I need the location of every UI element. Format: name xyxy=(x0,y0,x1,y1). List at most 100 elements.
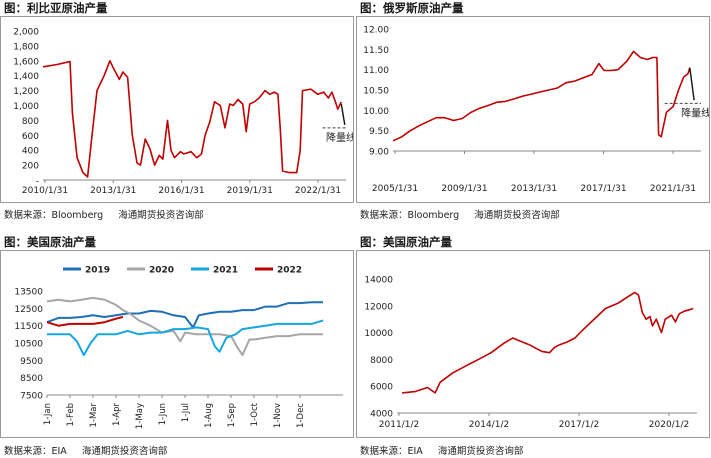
panel-libya: 图：利比亚原油产量 - 200 400 600 800 1,000 1,200 1,400 1,… xyxy=(0,0,354,229)
series-line-2020 xyxy=(46,296,323,357)
y-tick-label: 8000 xyxy=(370,356,393,366)
chart-frame: - 200 400 600 800 1,000 1,200 1,400 1,600 1,800 2,… xyxy=(0,16,354,203)
x-tick-label: 2009/1/31 xyxy=(441,184,487,194)
x-tick-label: 2011/1/2 xyxy=(379,420,419,430)
x-tick-label: 1-Jul xyxy=(181,403,191,422)
series-line-2022 xyxy=(46,316,124,327)
panel-us-seasonal: 图：美国原油产量 7500 8500 9500 10500 11500 12500 1350… xyxy=(0,234,354,458)
x-tick-label: 2017/1/31 xyxy=(580,184,626,194)
source-label: 数据来源：EIA xyxy=(360,446,423,457)
series-line-2021 xyxy=(47,319,324,357)
chart-frame: 4000 6000 8000 10000 12000 14000 2011/1/2 2014/… xyxy=(356,250,710,438)
legend-label: 2020 xyxy=(149,266,174,276)
x-tick-label: 2014/1/2 xyxy=(469,420,509,430)
y-tick-label: 8500 xyxy=(20,374,43,384)
x-tick-label: 2016/1/31 xyxy=(158,186,204,196)
y-tick-label: 400 xyxy=(22,147,39,157)
y-tick-label: 4000 xyxy=(370,410,393,420)
source-note: 数据来源：EIA 海通期货投资咨询部 xyxy=(4,443,179,457)
reference-label: 降量线 xyxy=(681,106,709,119)
y-tick-label: 9.00 xyxy=(369,148,389,158)
libya-production-chart: - 200 400 600 800 1,000 1,200 1,400 1,600 1,800 2,… xyxy=(13,28,353,197)
chart-frame: 9.00 9.50 10.00 10.50 11.00 11.50 12.00 2005/1/… xyxy=(356,16,710,203)
x-tick-label: 1-Oct xyxy=(250,402,260,426)
chart-title: 图：美国原油产量 xyxy=(360,235,452,249)
chart-title: 图：利比亚原油产量 xyxy=(4,1,108,15)
x-tick-label: 1-Apr xyxy=(112,403,122,426)
y-tick-label: 12500 xyxy=(14,305,43,315)
us-longterm-chart: 4000 6000 8000 10000 12000 14000 2011/1/2 2014/… xyxy=(364,276,697,430)
legend-label: 2022 xyxy=(277,266,302,276)
y-tick-label: 7500 xyxy=(20,392,43,402)
y-tick-label: 13500 xyxy=(14,288,43,298)
us-seasonal-chart: 7500 8500 9500 10500 11500 12500 13500 1-Jan 1-F… xyxy=(14,266,343,429)
x-tick-label: 2013/1/31 xyxy=(511,184,557,194)
y-tick-label: 10000 xyxy=(364,329,393,339)
x-tick-label: 2019/1/31 xyxy=(227,186,273,196)
x-tick-label: 2017/1/2 xyxy=(559,420,599,430)
x-tick-label: 1-Mar xyxy=(89,402,99,427)
russia-production-chart: 9.00 9.50 10.00 10.50 11.00 11.50 12.00 2005/1/… xyxy=(363,26,709,195)
org-label: 海通期货投资咨询部 xyxy=(474,210,560,221)
y-tick-label: 2,000 xyxy=(13,28,39,38)
x-tick-label: 1-Jun xyxy=(158,403,168,425)
y-tick-label: 1,000 xyxy=(13,102,39,112)
x-tick-label: 2022/1/31 xyxy=(295,186,341,196)
y-tick-label: 12.00 xyxy=(363,26,389,36)
x-tick-label: 1-Feb xyxy=(66,403,76,427)
series-line xyxy=(42,59,343,178)
x-tick-label: 2020/1/2 xyxy=(649,420,689,430)
y-tick-label: 10.00 xyxy=(363,107,389,117)
x-tick-label: 2021/1/31 xyxy=(650,184,696,194)
y-tick-label: 14000 xyxy=(364,276,393,286)
x-tick-label: 1-May xyxy=(135,403,145,429)
x-tick-label: 1-Sep xyxy=(227,403,237,428)
x-tick-label: 1-Aug xyxy=(204,403,214,428)
x-tick-label: 1-Jan xyxy=(43,403,53,425)
source-note: 数据来源：Bloomberg 海通期货投资咨询部 xyxy=(360,207,572,221)
y-tick-label: 600 xyxy=(22,132,39,142)
y-tick-label: 10.50 xyxy=(363,87,389,97)
source-label: 数据来源：Bloomberg xyxy=(360,210,460,221)
y-tick-label: 11.50 xyxy=(363,46,389,56)
y-tick-label: 10500 xyxy=(14,340,43,350)
x-tick-label: 2005/1/31 xyxy=(372,184,418,194)
y-tick-label: 800 xyxy=(22,117,39,127)
reference-label: 降量线 xyxy=(326,131,353,144)
source-note: 数据来源：Bloomberg 海通期货投资咨询部 xyxy=(4,207,216,221)
y-tick-label: - xyxy=(36,177,39,187)
projection-line xyxy=(340,103,346,126)
x-tick-label: 1-Nov xyxy=(273,403,283,428)
series-line-2019 xyxy=(46,301,323,329)
y-tick-label: 1,200 xyxy=(13,87,39,97)
source-note: 数据来源：EIA 海通期货投资咨询部 xyxy=(360,443,535,457)
org-label: 海通期货投资咨询部 xyxy=(437,446,524,457)
x-tick-label: 1-Dec xyxy=(296,403,306,428)
source-label: 数据来源：EIA xyxy=(4,446,67,457)
y-tick-label: 1,400 xyxy=(13,72,39,82)
projection-line xyxy=(689,67,695,101)
y-tick-label: 12000 xyxy=(364,302,393,312)
y-tick-label: 1,600 xyxy=(13,57,39,67)
panel-russia: 图：俄罗斯原油产量 9.00 9.50 10.00 10.50 11.00 11.50 12… xyxy=(356,0,710,229)
org-label: 海通期货投资咨询部 xyxy=(118,210,204,221)
x-tick-label: 2013/1/31 xyxy=(90,186,136,196)
y-tick-label: 11.00 xyxy=(363,66,389,76)
chart-title: 图：美国原油产量 xyxy=(4,235,96,249)
org-label: 海通期货投资咨询部 xyxy=(81,446,168,457)
panel-us-longterm: 图：美国原油产量 4000 6000 8000 10000 12000 14000 2011… xyxy=(356,234,710,458)
chart-title: 图：俄罗斯原油产量 xyxy=(360,1,464,15)
series-line xyxy=(402,291,694,394)
y-tick-label: 9.50 xyxy=(369,127,389,137)
y-tick-label: 6000 xyxy=(370,383,393,393)
legend-label: 2019 xyxy=(85,266,110,276)
x-tick-label: 2010/1/31 xyxy=(22,186,68,196)
series-line xyxy=(392,50,691,142)
legend-label: 2021 xyxy=(213,266,238,276)
y-tick-label: 9500 xyxy=(20,357,43,367)
y-tick-label: 11500 xyxy=(14,322,43,332)
source-label: 数据来源：Bloomberg xyxy=(4,210,104,221)
chart-frame: 7500 8500 9500 10500 11500 12500 13500 1-Jan 1-F… xyxy=(0,250,354,438)
y-tick-label: 200 xyxy=(22,162,39,172)
y-tick-label: 1,800 xyxy=(13,42,39,52)
